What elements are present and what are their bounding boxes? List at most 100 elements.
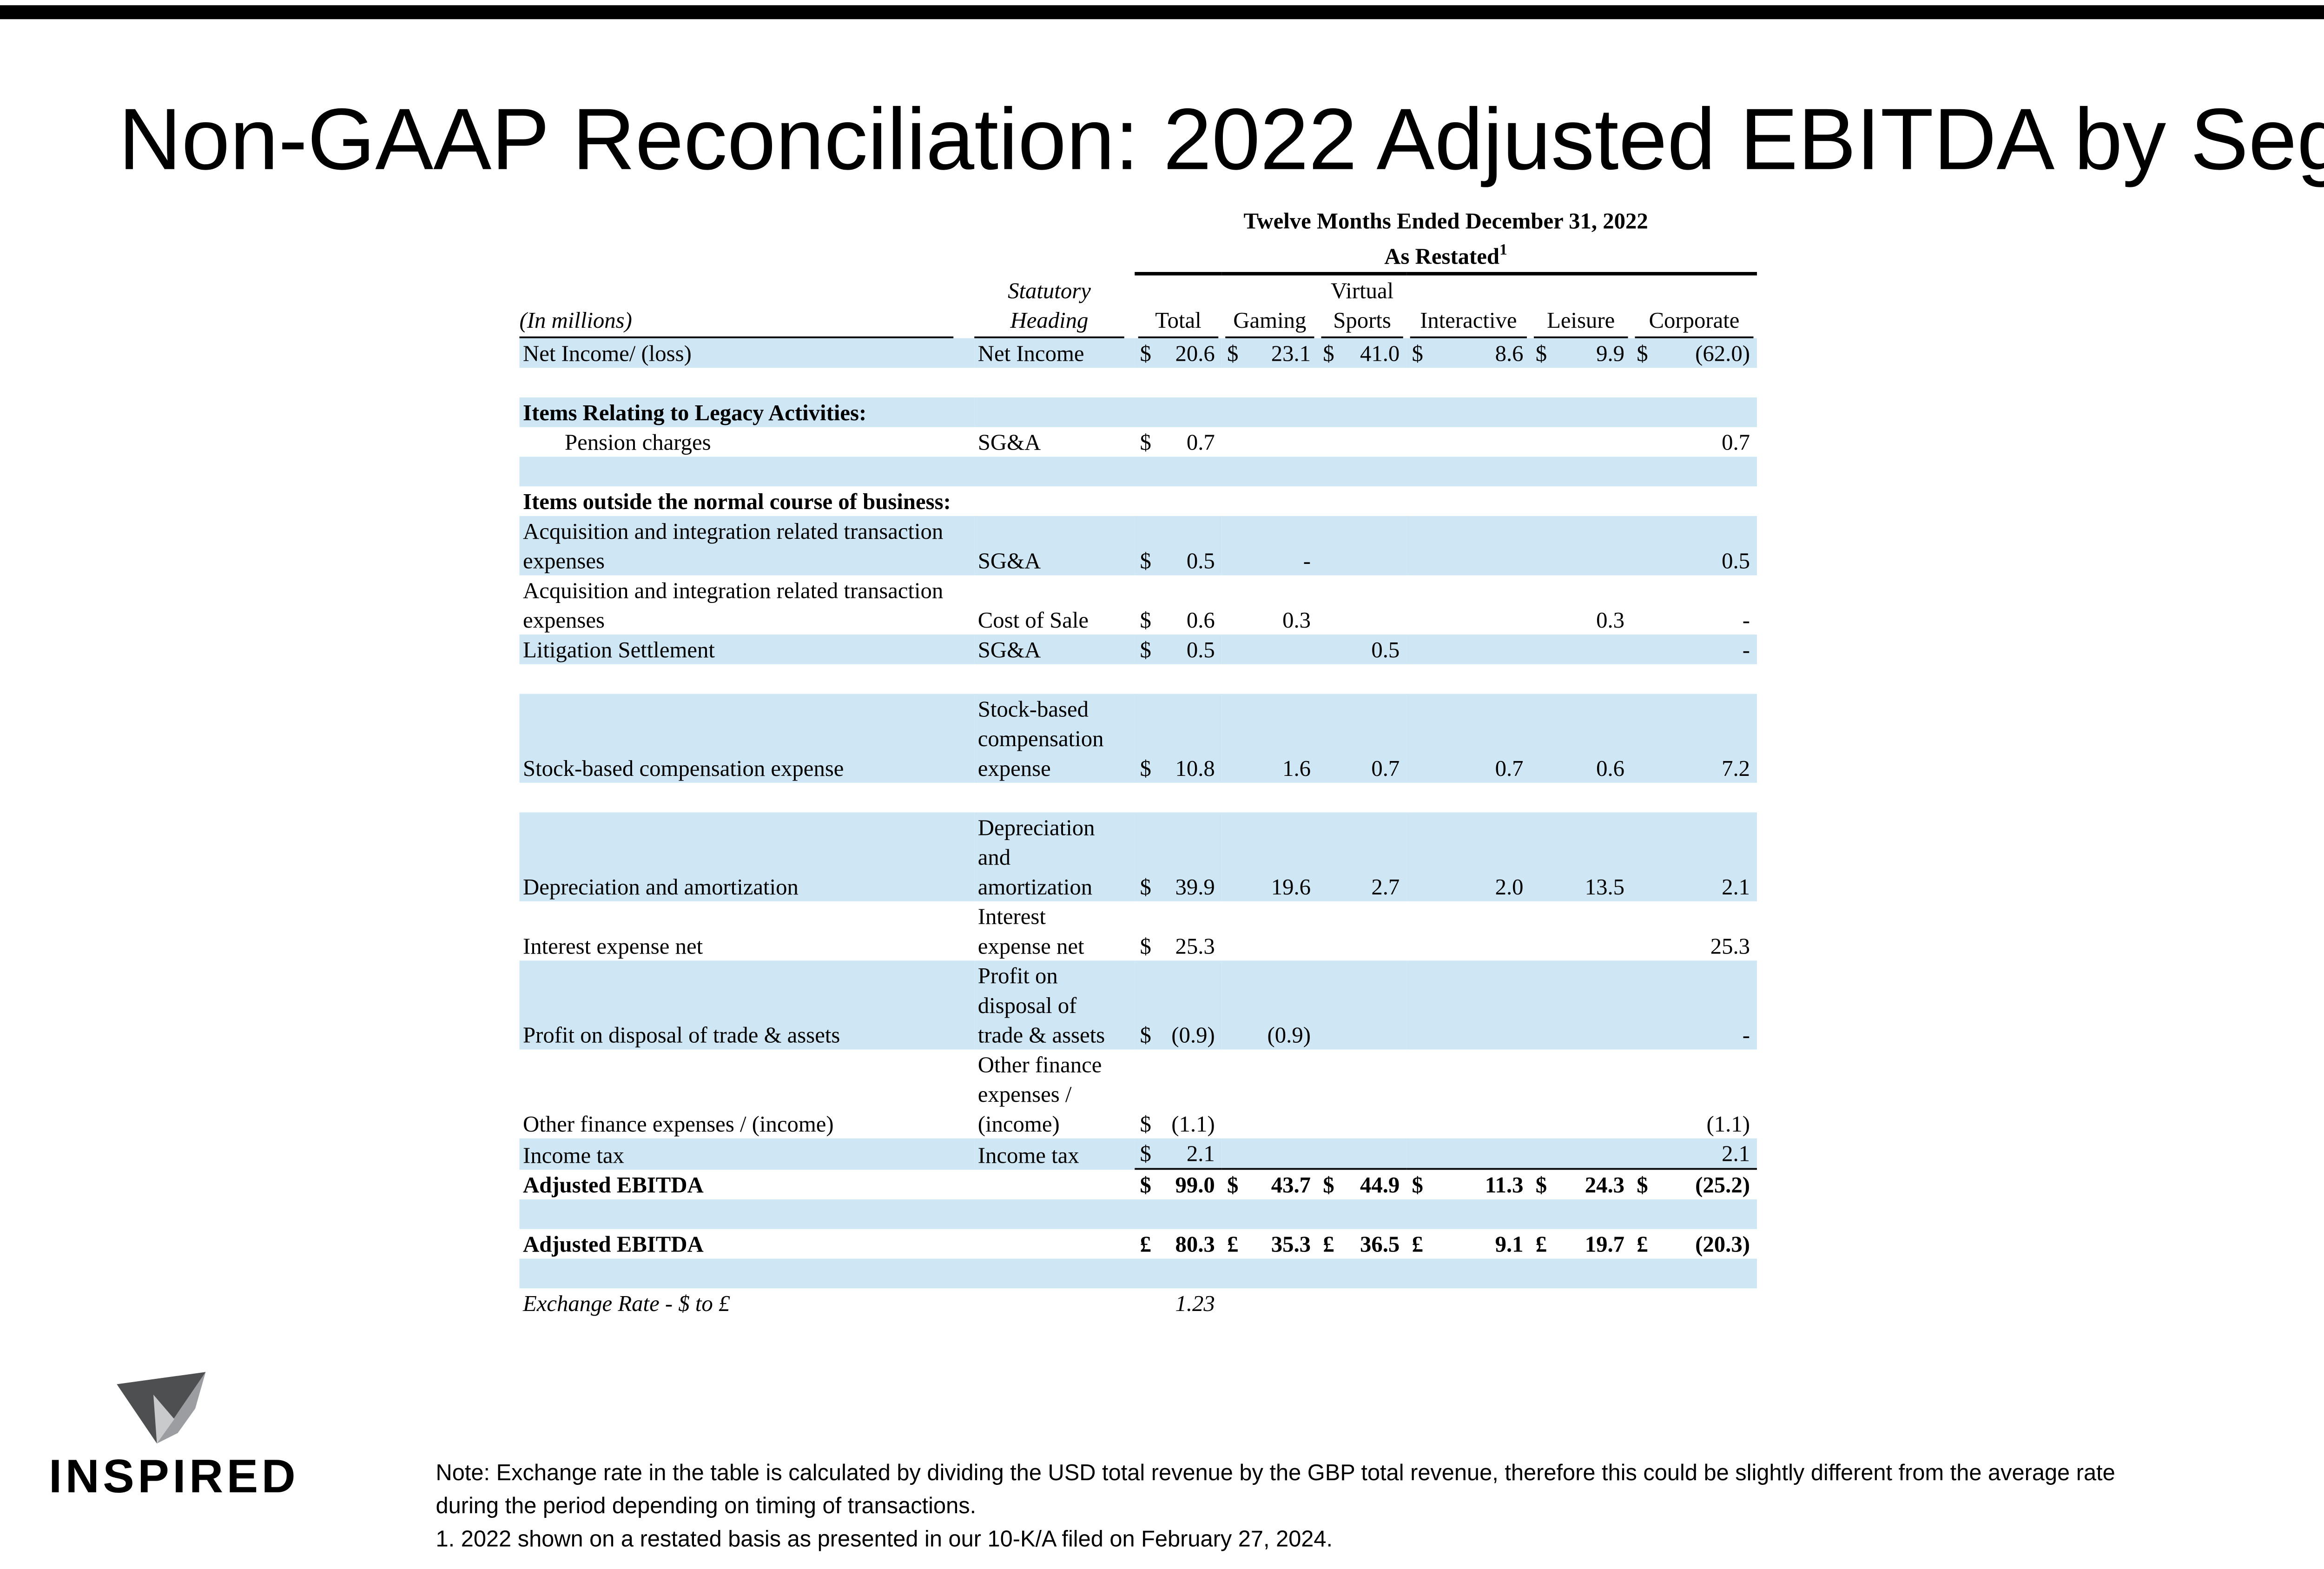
slide-title: Non-GAAP Reconciliation: 2022 Adjusted E…	[119, 91, 2324, 188]
row-label-cell: Acquisition and integration related tran…	[519, 516, 975, 576]
period-title-text: Twelve Months Ended December 31, 2022	[1243, 207, 1648, 234]
value-cell: £ (20.3)	[1631, 1230, 1757, 1259]
cell-value: 0.6	[1186, 607, 1215, 634]
value-cell: $20.6	[1135, 338, 1222, 369]
value-cell: £19.7	[1531, 1230, 1632, 1259]
currency-symbol: £	[1140, 1231, 1151, 1258]
cell-value: -	[1742, 607, 1750, 634]
value-cell: $0.5	[1135, 516, 1222, 576]
value-cell: $39.9	[1135, 813, 1222, 902]
section-fill-cell	[974, 398, 1757, 428]
value-cell	[1406, 516, 1531, 576]
value-cell	[1318, 576, 1406, 636]
row-label-cell: Depreciation and amortization	[519, 813, 975, 902]
note-exchange-rate: Note: Exchange rate in the table is calc…	[436, 1459, 2115, 1519]
value-cell	[1318, 961, 1407, 1050]
section-heading: Items Relating to Legacy Activities:	[519, 398, 975, 428]
reconciliation-table-body: Net Income/ (loss) Net Income $20.6 $23.1 $4…	[519, 338, 1757, 1319]
cell-value: 43.7	[1271, 1172, 1311, 1198]
spacer-row	[520, 665, 1757, 695]
value-cell	[1406, 635, 1531, 665]
spacer-cell	[520, 783, 1757, 813]
currency-symbol: $	[1412, 1172, 1423, 1198]
value-cell: $10.8	[1135, 694, 1222, 783]
cell-value: 39.9	[1175, 874, 1215, 900]
table-row: Adjusted EBITDA $99.0 $43.7 $44.9 $11.3 $24.3…	[520, 1170, 1757, 1200]
value-cell: -	[1221, 516, 1318, 576]
spacer-cell	[519, 1259, 1757, 1289]
cell-value: 0.7	[1186, 429, 1215, 456]
currency-symbol: $	[1323, 340, 1334, 367]
value-cell	[1406, 1050, 1530, 1139]
value-cell: 0.7	[1631, 428, 1757, 457]
value-cell	[1531, 1289, 1632, 1318]
spacer-cell	[520, 665, 1757, 695]
period-header-row: Twelve Months Ended December 31, 2022	[520, 206, 1757, 236]
value-cell: 0.3	[1222, 576, 1318, 636]
value-cell: 13.5	[1530, 813, 1631, 902]
statutory-heading-cell: Income tax	[974, 1139, 1135, 1170]
currency-symbol: $	[1140, 1111, 1151, 1138]
column-header-total: Total	[1138, 305, 1219, 339]
row-label-cell: Profit on disposal of trade & assets	[519, 961, 975, 1050]
value-cell	[1318, 902, 1406, 961]
value-cell	[1530, 516, 1631, 576]
value-cell	[1318, 516, 1407, 576]
value-cell: 0.5	[1631, 516, 1757, 576]
currency-symbol: $	[1140, 340, 1151, 367]
currency-symbol: £	[1412, 1231, 1423, 1258]
cell-value: 0.5	[1186, 636, 1215, 663]
value-cell	[1221, 635, 1318, 665]
row-label-cell: Stock-based compensation expense	[519, 694, 975, 783]
value-cell: 2.1	[1631, 813, 1757, 902]
cell-value: 2.7	[1371, 874, 1400, 900]
cell-value: 41.0	[1360, 340, 1400, 367]
spacer-row	[519, 457, 1757, 487]
cell-value: 0.5	[1722, 548, 1750, 574]
cell-value: 1.6	[1282, 755, 1311, 782]
currency-symbol: £	[1637, 1231, 1648, 1258]
statutory-heading-cell	[974, 1289, 1135, 1318]
value-cell	[1406, 1289, 1530, 1318]
value-cell	[1318, 428, 1406, 457]
inspired-logo: INSPIRED	[49, 1370, 345, 1505]
spacer-row	[520, 783, 1757, 813]
cell-value: 20.6	[1175, 340, 1215, 367]
value-cell: -	[1631, 635, 1757, 665]
value-cell: $43.7	[1222, 1170, 1318, 1200]
cell-value: 9.1	[1495, 1231, 1524, 1258]
row-label-cell: Adjusted EBITDA	[523, 1172, 704, 1198]
statutory-heading-cell: Stock-based compensation expense	[974, 694, 1135, 783]
cell-value: 25.3	[1710, 933, 1750, 960]
statutory-heading-cell: Profit on disposal of trade & assets	[974, 961, 1135, 1050]
value-cell: -	[1631, 576, 1757, 636]
cell-value: 1.23	[1175, 1291, 1215, 1317]
value-cell	[1530, 961, 1631, 1050]
cell-value: 19.6	[1271, 874, 1311, 900]
value-cell: $2.1	[1135, 1139, 1222, 1171]
spacer-row	[519, 1259, 1757, 1289]
cell-value: 2.0	[1495, 874, 1524, 900]
currency-symbol: $	[1140, 1022, 1151, 1048]
cell-value: 23.1	[1271, 340, 1311, 367]
value-cell: $ (25.2)	[1631, 1170, 1757, 1200]
value-cell: 0.7	[1318, 694, 1407, 783]
cell-value: 25.3	[1175, 933, 1215, 960]
statutory-heading-cell	[974, 1230, 1135, 1259]
value-cell	[1406, 428, 1530, 457]
row-label-cell: Litigation Settlement	[519, 635, 975, 665]
row-label-cell: Interest expense net	[523, 933, 703, 960]
currency-symbol: $	[1227, 1172, 1239, 1198]
value-cell: 0.5	[1318, 635, 1407, 665]
statutory-heading-cell: Net Income	[974, 338, 1135, 369]
currency-symbol: $	[1140, 1140, 1151, 1167]
value-cell: $24.3	[1531, 1170, 1632, 1200]
table-row: Income tax Income tax $2.1 2.1	[519, 1139, 1757, 1171]
restated-label-text: As Restated	[1384, 243, 1500, 269]
restated-header-row: As Restated1	[520, 235, 1757, 276]
table-row: Litigation Settlement SG&A $0.5 0.5-	[519, 635, 1757, 665]
row-label-cell: Adjusted EBITDA	[523, 1231, 704, 1258]
table-row: Stock-based compensation expense Stock-ba…	[519, 694, 1757, 783]
column-header-row: (In millions) Statutory Heading Total Ga…	[519, 274, 1757, 339]
currency-symbol: £	[1535, 1231, 1547, 1258]
